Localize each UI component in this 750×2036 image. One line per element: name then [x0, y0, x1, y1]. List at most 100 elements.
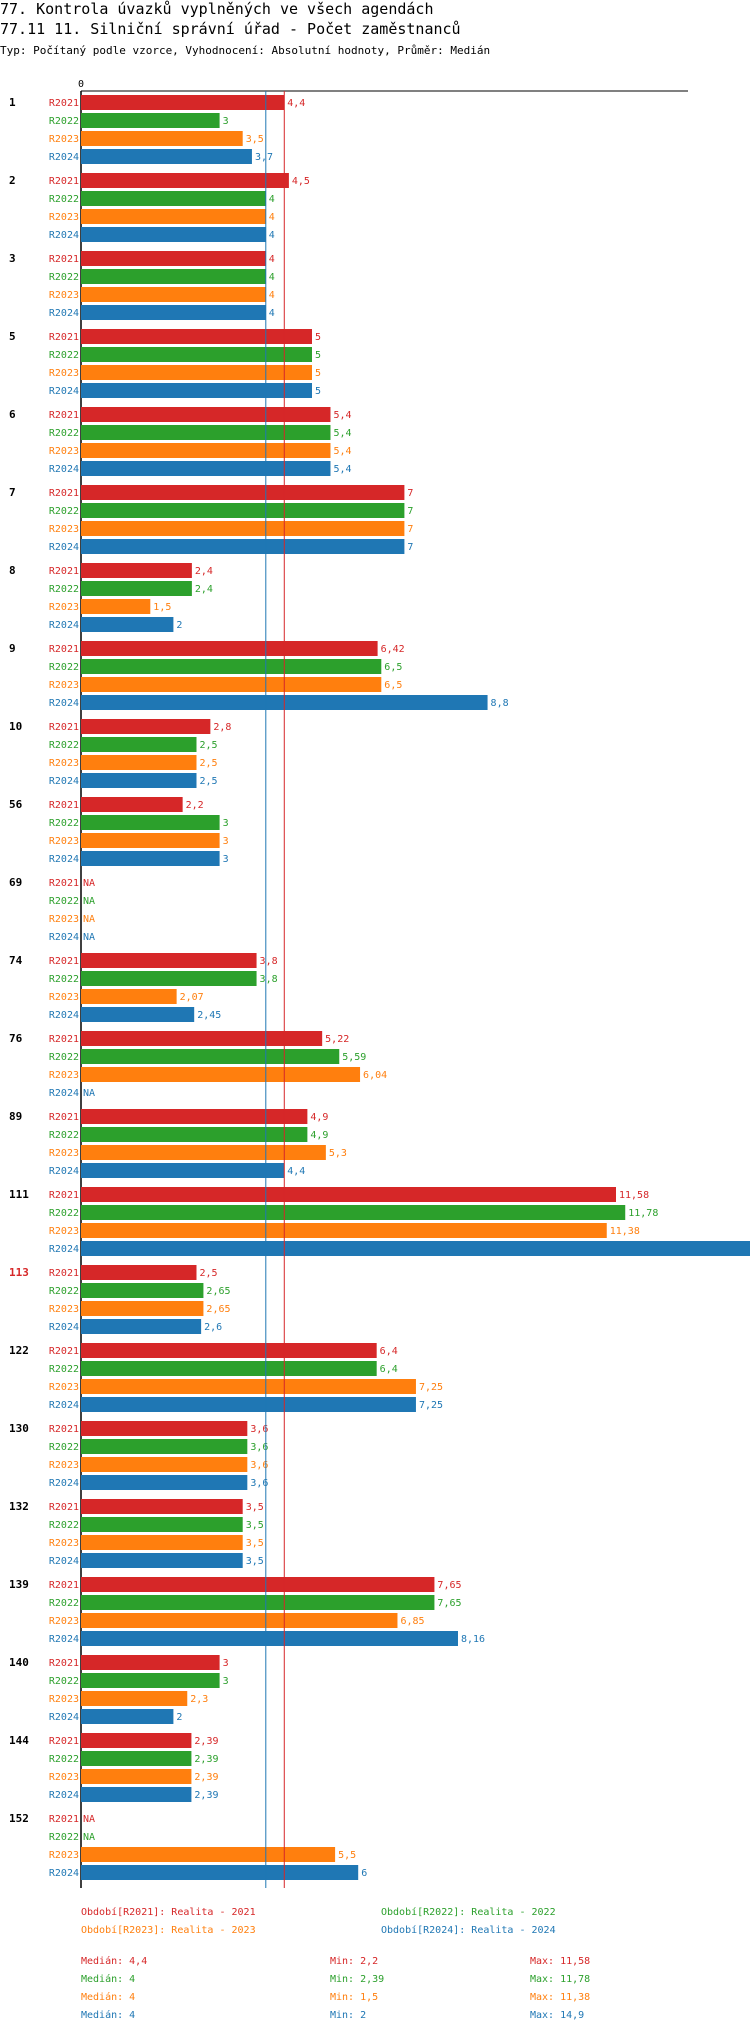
bar-R2023 — [81, 677, 382, 692]
data-label: 8,16 — [461, 1634, 485, 1645]
series-row-label: R2023 — [49, 212, 79, 223]
category-label: 132 — [9, 1500, 29, 1513]
data-label: 7,25 — [419, 1382, 443, 1393]
bar-R2022 — [81, 191, 266, 206]
series-row-label: R2021 — [49, 98, 79, 109]
data-label: 6,4 — [380, 1364, 398, 1375]
series-row-label: R2022 — [49, 896, 79, 907]
bar-R2021 — [81, 1265, 197, 1280]
series-row-label: R2021 — [49, 1502, 79, 1513]
series-row-label: R2024 — [49, 152, 79, 163]
data-label: NA — [83, 1814, 95, 1825]
category-label: 1 — [9, 96, 16, 109]
series-row-label: R2023 — [49, 602, 79, 613]
bar-R2023 — [81, 1457, 248, 1472]
bar-R2021 — [81, 1031, 323, 1046]
bar-R2022 — [81, 1751, 192, 1766]
bar-R2021 — [81, 1733, 192, 1748]
series-row-label: R2021 — [49, 488, 79, 499]
series-row-label: R2024 — [49, 776, 79, 787]
bar-R2023 — [81, 599, 151, 614]
data-label: 4 — [269, 254, 275, 265]
series-row-label: R2022 — [49, 1286, 79, 1297]
data-label: 6,4 — [380, 1346, 398, 1357]
series-row-label: R2021 — [49, 566, 79, 577]
bar-R2022 — [81, 1361, 377, 1376]
category-label: 139 — [9, 1578, 29, 1591]
data-label: 11,58 — [619, 1190, 649, 1201]
bar-R2024 — [81, 227, 266, 242]
bar-R2021 — [81, 1109, 308, 1124]
bar-R2023 — [81, 1847, 336, 1862]
series-row-label: R2023 — [49, 758, 79, 769]
bar-R2023 — [81, 833, 220, 848]
series-row-label: R2022 — [49, 428, 79, 439]
series-row-label: R2021 — [49, 956, 79, 967]
data-label: 2,8 — [213, 722, 231, 733]
series-row-label: R2022 — [49, 1442, 79, 1453]
legend-entry: Období[R2024]: Realita - 2024 — [381, 1924, 556, 1936]
bar-R2021 — [81, 719, 211, 734]
stat-max: Max: 11,58 — [530, 1956, 590, 1967]
series-row-label: R2023 — [49, 836, 79, 847]
data-label: 2,39 — [194, 1790, 218, 1801]
series-row-label: R2021 — [49, 1268, 79, 1279]
data-label: 6,5 — [384, 680, 402, 691]
series-row-label: R2024 — [49, 1322, 79, 1333]
data-label: NA — [83, 896, 95, 907]
bar-R2022 — [81, 347, 312, 362]
stat-median: Medián: 4 — [81, 1991, 135, 2003]
bar-R2023 — [81, 443, 331, 458]
bar-R2023 — [81, 365, 312, 380]
category-label: 113 — [9, 1266, 29, 1279]
bar-R2022 — [81, 1517, 243, 1532]
bar-R2021 — [81, 251, 266, 266]
bar-R2024 — [81, 1631, 458, 1646]
data-label: 6,5 — [384, 662, 402, 673]
category-label: 9 — [9, 642, 16, 655]
data-label: 2,5 — [200, 758, 218, 769]
series-row-label: R2022 — [49, 1208, 79, 1219]
data-label: 3 — [223, 1676, 229, 1687]
data-label: 3,6 — [250, 1442, 268, 1453]
data-label: 5 — [315, 350, 321, 361]
series-row-label: R2022 — [49, 974, 79, 985]
data-label: 2,5 — [200, 776, 218, 787]
bar-R2024 — [81, 851, 220, 866]
series-row-label: R2024 — [49, 854, 79, 865]
series-row-label: R2023 — [49, 1226, 79, 1237]
data-label: 2,39 — [194, 1754, 218, 1765]
bar-R2021 — [81, 407, 331, 422]
data-label: 2,39 — [194, 1736, 218, 1747]
bar-R2023 — [81, 1379, 416, 1394]
bar-R2021 — [81, 1187, 616, 1202]
series-row-label: R2024 — [49, 932, 79, 943]
category-label: 122 — [9, 1344, 29, 1357]
series-row-label: R2021 — [49, 644, 79, 655]
series-row-label: R2022 — [49, 1754, 79, 1765]
category-label: 140 — [9, 1656, 29, 1669]
series-row-label: R2021 — [49, 1658, 79, 1669]
chart-subtitle: 77.11 11. Silniční správní úřad - Počet … — [0, 20, 461, 38]
bar-R2022 — [81, 659, 382, 674]
series-row-label: R2024 — [49, 1556, 79, 1567]
data-label: 5 — [315, 332, 321, 343]
bar-R2021 — [81, 953, 257, 968]
series-row-label: R2023 — [49, 1694, 79, 1705]
series-row-label: R2023 — [49, 368, 79, 379]
data-label: 3,5 — [246, 134, 264, 145]
data-label: 7,65 — [437, 1598, 461, 1609]
series-row-label: R2024 — [49, 1244, 79, 1255]
category-label: 144 — [9, 1734, 29, 1747]
data-label: 8,8 — [491, 698, 509, 709]
data-label: 4 — [269, 194, 275, 205]
bar-R2022 — [81, 1205, 626, 1220]
stat-max: Max: 14,9 — [530, 2010, 584, 2021]
data-label: 5,59 — [342, 1052, 366, 1063]
data-label: 11,78 — [628, 1208, 658, 1219]
series-row-label: R2024 — [49, 1166, 79, 1177]
bar-R2023 — [81, 209, 266, 224]
bar-R2024 — [81, 1241, 750, 1256]
data-label: 5,4 — [333, 464, 351, 475]
series-row-label: R2024 — [49, 308, 79, 319]
